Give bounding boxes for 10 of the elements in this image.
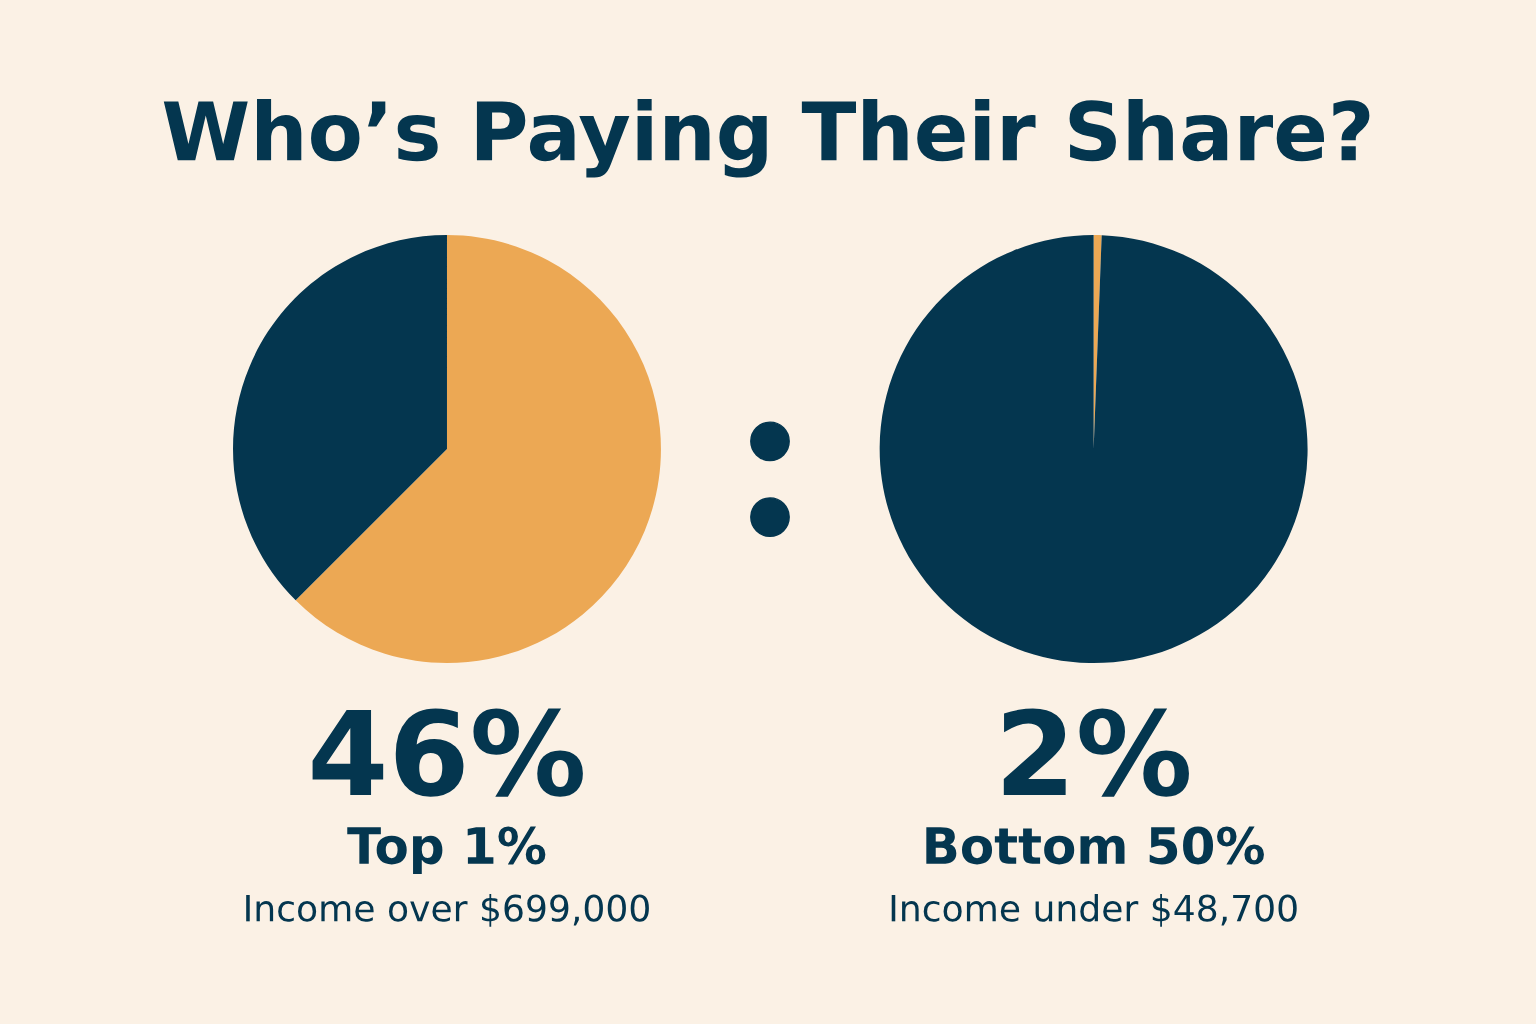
pie-slice	[879, 235, 1308, 663]
text: 46%	[312, 708, 583, 797]
pie-slice	[233, 235, 447, 601]
pie-slice	[295, 235, 661, 663]
text: Income over $699,000	[246, 893, 649, 927]
text: 2%	[1003, 708, 1189, 797]
text: Top 1%	[347, 826, 546, 875]
text: Bottom 50%	[926, 826, 1264, 865]
chart-title: Who’s Paying Their Share?	[163, 98, 1370, 178]
text: Income under $48,700	[891, 893, 1297, 927]
